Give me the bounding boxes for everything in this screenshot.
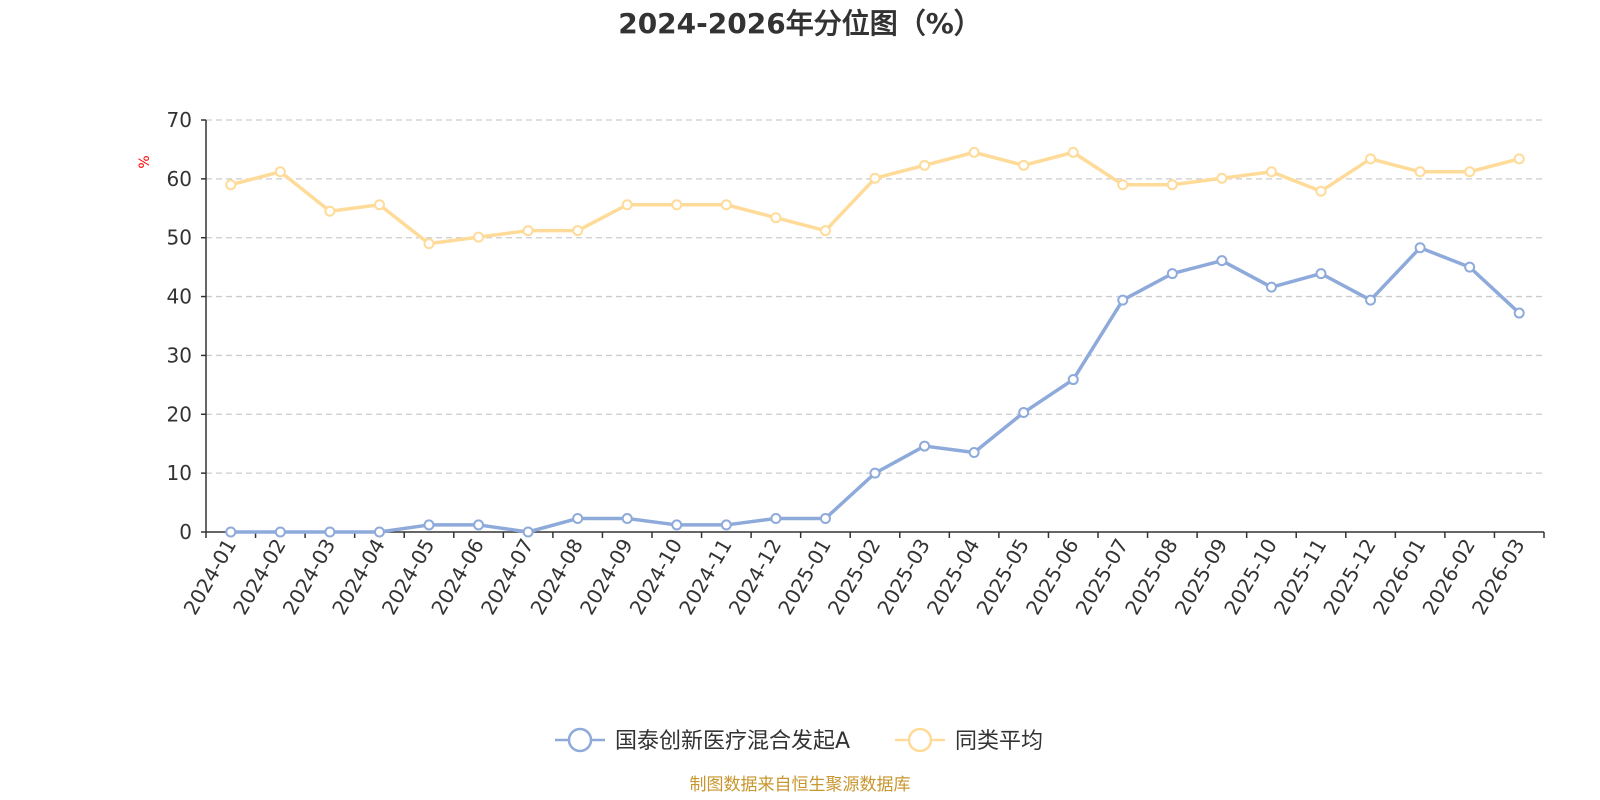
data-point [770, 212, 782, 224]
data-point [1513, 307, 1525, 319]
data-point [720, 199, 732, 211]
data-point [919, 440, 931, 452]
data-point [671, 519, 683, 531]
data-point [1315, 185, 1327, 197]
data-point [968, 146, 980, 158]
data-source-note: 制图数据来自恒生聚源数据库 [690, 775, 911, 795]
data-point [671, 199, 683, 211]
y-tick-labels: 0 10 20 30 40 50 60 70 [167, 108, 192, 544]
data-point [621, 199, 633, 211]
data-point [819, 225, 831, 237]
data-point [1018, 407, 1030, 419]
data-point [1464, 261, 1476, 273]
legend-label: 国泰创新医疗混合发起A [615, 729, 850, 754]
data-point [225, 179, 237, 191]
y-axis-label: % [137, 155, 153, 168]
data-point [324, 205, 336, 217]
series-0 [225, 242, 1525, 538]
data-point [522, 526, 534, 538]
data-point [572, 512, 584, 524]
data-point [1166, 268, 1178, 280]
data-point [572, 225, 584, 237]
data-point [423, 519, 435, 531]
data-point [1365, 153, 1377, 165]
grid-lines [206, 119, 1544, 474]
data-point [1414, 242, 1426, 254]
data-point [324, 526, 336, 538]
data-point [1018, 159, 1030, 171]
y-tick-label: 10 [167, 461, 192, 485]
data-point [473, 519, 485, 531]
series-1 [225, 146, 1525, 250]
y-tick-label: 20 [167, 402, 192, 426]
data-point [869, 467, 881, 479]
data-point [968, 447, 980, 459]
legend[interactable]: 国泰创新医疗混合发起A 同类平均 [555, 727, 1043, 754]
data-point [373, 199, 385, 211]
data-point [1265, 166, 1277, 178]
series-layer [225, 146, 1525, 538]
chart-title: 2024-2026年分位图（%） [618, 7, 982, 40]
data-point [274, 166, 286, 178]
data-point [1365, 294, 1377, 306]
data-point [1067, 146, 1079, 158]
data-point [1513, 153, 1525, 165]
data-point [1414, 166, 1426, 178]
legend-marker-icon [907, 727, 933, 753]
y-tick-label: 50 [167, 226, 192, 250]
data-point [1166, 179, 1178, 191]
y-tick-label: 0 [179, 520, 192, 544]
legend-label: 同类平均 [955, 729, 1043, 754]
x-tick-labels: 2024-012024-022024-032024-042024-052024-… [179, 535, 1530, 619]
data-point [1117, 294, 1129, 306]
data-point [720, 519, 732, 531]
data-point [919, 159, 931, 171]
data-point [770, 512, 782, 524]
data-point [274, 526, 286, 538]
data-point [423, 238, 435, 250]
data-point [373, 526, 385, 538]
data-point [621, 512, 633, 524]
y-tick-label: 40 [167, 285, 192, 309]
legend-marker-icon [567, 727, 593, 753]
data-point [1216, 172, 1228, 184]
data-point [1117, 179, 1129, 191]
legend-item-0[interactable]: 国泰创新医疗混合发起A [555, 727, 850, 754]
series-line [230, 150, 1520, 246]
legend-item-1[interactable]: 同类平均 [895, 727, 1043, 754]
axes [201, 119, 1545, 538]
data-point [1265, 281, 1277, 293]
data-point [869, 172, 881, 184]
data-point [819, 512, 831, 524]
data-point [1067, 374, 1079, 386]
series-line [230, 245, 1521, 534]
y-tick-label: 60 [167, 167, 192, 191]
data-point [473, 231, 485, 243]
data-point [522, 225, 534, 237]
data-point [1216, 255, 1228, 267]
y-tick-label: 70 [167, 108, 192, 132]
data-point [225, 526, 237, 538]
data-point [1464, 166, 1476, 178]
data-point [1315, 268, 1327, 280]
y-tick-label: 30 [167, 343, 192, 367]
